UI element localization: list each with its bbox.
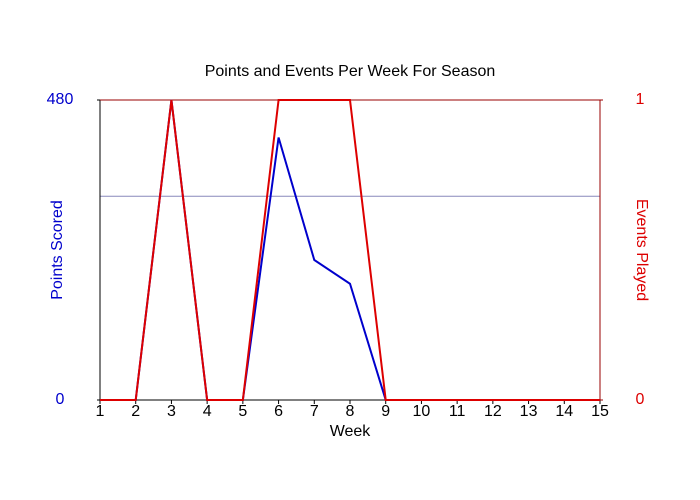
x-tick-label: 9 [381, 403, 390, 420]
x-tick-label: 11 [449, 403, 466, 420]
x-tick-label: 13 [520, 403, 538, 420]
x-tick-label: 8 [346, 403, 355, 420]
y2-tick-label: 0 [636, 391, 645, 408]
x-axis-label: Week [330, 423, 372, 440]
x-tick-label: 2 [131, 403, 140, 420]
x-tick-label: 5 [238, 403, 247, 420]
x-tick-label: 3 [167, 403, 176, 420]
x-tick-label: 14 [555, 403, 573, 420]
x-tick-label: 6 [274, 403, 283, 420]
x-tick-label: 1 [96, 403, 105, 420]
y-tick-label: 480 [47, 91, 74, 108]
y2-axis-label: Events Played [633, 199, 650, 301]
y-axis-label: Points Scored [49, 200, 66, 300]
x-tick-label: 10 [413, 403, 431, 420]
series-line [100, 99, 600, 401]
y2-tick-label: 1 [636, 91, 645, 108]
chart-title: Points and Events Per Week For Season [205, 63, 496, 80]
x-tick-label: 15 [591, 403, 609, 420]
x-tick-label: 4 [203, 403, 212, 420]
y-tick-label: 0 [56, 391, 65, 408]
series-line [100, 99, 600, 401]
x-tick-label: 12 [484, 403, 502, 420]
x-tick-label: 7 [310, 403, 319, 420]
